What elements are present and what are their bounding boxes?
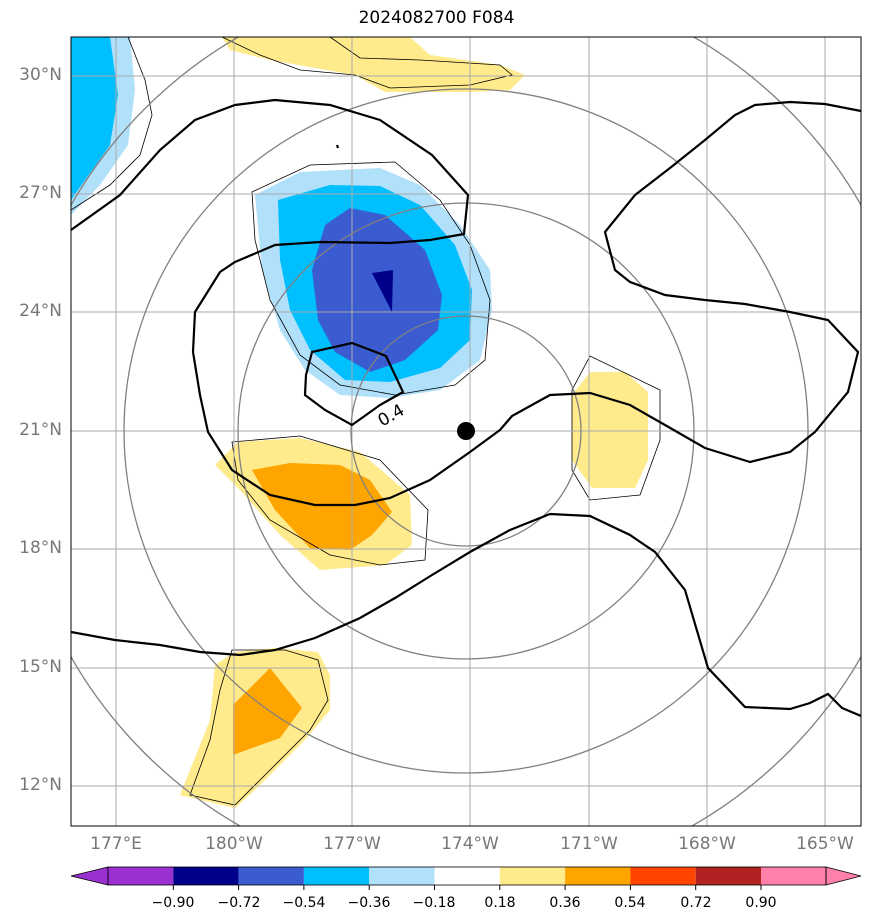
map-title: 2024082700 F084: [358, 8, 515, 28]
colorbar-tick-label: −0.18: [412, 895, 456, 911]
negative-shade-region: [71, 37, 118, 200]
lon-label: 168°W: [678, 834, 736, 854]
colorbar-tick-label: −0.36: [347, 895, 391, 911]
colorbar-tick-label: 0.72: [680, 895, 712, 911]
colorbar-segment: [565, 867, 631, 885]
positive-shade-region: [233, 668, 302, 755]
colorbar-tick-label: −0.54: [282, 895, 326, 911]
lat-label: 27°N: [19, 183, 62, 203]
positive-shade-region: [252, 463, 392, 550]
lat-label: 24°N: [19, 301, 62, 321]
positive-shade-region: [572, 372, 648, 488]
negative-shade-region: [372, 270, 393, 312]
lat-label: 21°N: [19, 420, 62, 440]
colorbar-segment: [695, 867, 761, 885]
lat-label: 12°N: [19, 775, 62, 795]
thin-contour: [221, 37, 513, 89]
colorbar-segment: [630, 867, 696, 885]
thin-contour-layer: [71, 37, 661, 806]
lon-label: 177°E: [90, 834, 142, 854]
lon-label: 180°W: [205, 834, 263, 854]
colorbar-tick-label: 0.36: [549, 895, 581, 911]
colorbar-segment: [434, 867, 500, 885]
range-rings: [71, 37, 861, 826]
colorbar-tick-label: 0.90: [745, 895, 777, 911]
colorbar-segment: [238, 867, 304, 885]
thin-contour: [571, 355, 661, 501]
thick-contour: [71, 512, 861, 718]
colorbar-segment: [761, 867, 827, 885]
colorbar-tick-label: 0.18: [484, 895, 516, 911]
map-frame: [70, 36, 862, 827]
colorbar-tick-label: −0.72: [217, 895, 261, 911]
thick-contour-layer: [71, 98, 861, 718]
storm-center-marker: [457, 422, 475, 440]
colorbar-segment: [369, 867, 435, 885]
lon-label: 165°W: [796, 834, 854, 854]
colorbar-segment: [499, 867, 566, 885]
thick-contour: [303, 341, 405, 427]
colorbar-tick-label: −0.90: [151, 895, 195, 911]
colorbar-extend-right: [825, 866, 862, 886]
lat-label: 15°N: [19, 657, 62, 677]
colorbar-segment: [108, 867, 174, 885]
colorbar: [70, 866, 862, 890]
colorbar-extend-left: [70, 866, 109, 886]
lat-label: 30°N: [19, 65, 62, 85]
thin-contour: [71, 37, 153, 211]
lat-label: 18°N: [19, 538, 62, 558]
lon-label: 174°W: [441, 834, 499, 854]
colorbar-segment: [303, 867, 370, 885]
thin-contour: [231, 435, 429, 566]
colorbar-tick-label: 0.54: [614, 895, 646, 911]
thick-contour-fragment: [335, 144, 340, 149]
colorbar-segment: [173, 867, 239, 885]
lon-label: 177°W: [323, 834, 381, 854]
positive-shade-region: [222, 37, 525, 92]
thick-contour: [71, 98, 861, 507]
thin-contour: [189, 649, 329, 806]
lon-label: 171°W: [560, 834, 618, 854]
